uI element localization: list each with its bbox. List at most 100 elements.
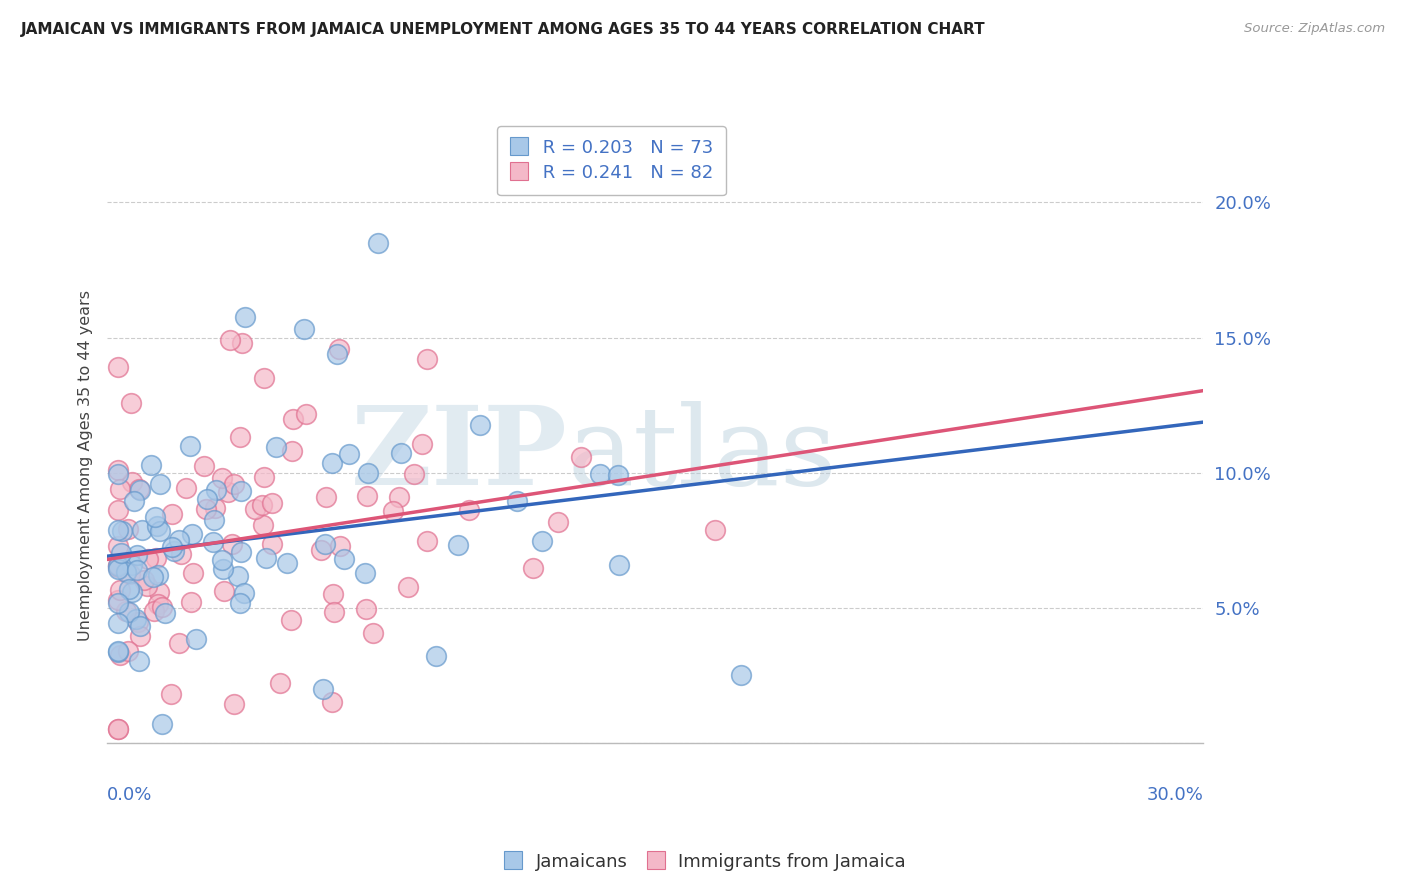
Point — [458, 503, 481, 517]
Point — [260, 537, 283, 551]
Point — [150, 599, 173, 614]
Point — [107, 597, 129, 611]
Point — [163, 544, 186, 558]
Point — [195, 502, 218, 516]
Point — [108, 648, 131, 663]
Point — [107, 467, 129, 482]
Point — [211, 471, 233, 485]
Point — [120, 396, 142, 410]
Point — [214, 584, 236, 599]
Point — [569, 450, 592, 465]
Point — [146, 519, 169, 533]
Point — [169, 636, 191, 650]
Point — [229, 596, 252, 610]
Point — [312, 681, 335, 696]
Point — [326, 347, 349, 361]
Point — [357, 467, 380, 481]
Point — [115, 565, 138, 579]
Point — [125, 549, 148, 563]
Point — [730, 668, 752, 682]
Point — [193, 458, 215, 473]
Point — [107, 562, 129, 576]
Point — [396, 580, 419, 594]
Point — [425, 649, 447, 664]
Point — [121, 475, 143, 489]
Point — [108, 582, 131, 597]
Point — [128, 654, 150, 668]
Point — [321, 456, 343, 470]
Point — [367, 235, 389, 250]
Point — [530, 533, 553, 548]
Text: ZIP: ZIP — [352, 401, 568, 508]
Point — [314, 537, 336, 551]
Point — [354, 566, 377, 580]
Point — [253, 371, 276, 385]
Point — [121, 558, 143, 572]
Point — [108, 482, 131, 496]
Point — [195, 492, 218, 507]
Point — [321, 695, 343, 709]
Point — [142, 570, 165, 584]
Point — [150, 716, 173, 731]
Text: JAMAICAN VS IMMIGRANTS FROM JAMAICA UNEMPLOYMENT AMONG AGES 35 TO 44 YEARS CORRE: JAMAICAN VS IMMIGRANTS FROM JAMAICA UNEM… — [21, 22, 986, 37]
Point — [125, 612, 148, 626]
Point — [354, 602, 377, 616]
Point — [107, 558, 129, 572]
Point — [149, 524, 172, 539]
Point — [281, 444, 304, 458]
Point — [229, 483, 252, 498]
Point — [153, 607, 176, 621]
Point — [252, 518, 274, 533]
Point — [180, 595, 202, 609]
Point — [136, 552, 159, 566]
Point — [704, 523, 727, 537]
Point — [107, 592, 129, 607]
Point — [229, 430, 252, 444]
Point — [231, 545, 253, 559]
Point — [160, 687, 183, 701]
Point — [522, 561, 544, 575]
Point — [128, 629, 150, 643]
Legend: Jamaicans, Immigrants from Jamaica: Jamaicans, Immigrants from Jamaica — [492, 846, 914, 879]
Point — [389, 446, 412, 460]
Point — [117, 522, 139, 536]
Point — [128, 482, 150, 496]
Text: atlas: atlas — [568, 401, 837, 508]
Point — [280, 613, 302, 627]
Point — [131, 523, 153, 537]
Point — [167, 533, 190, 547]
Point — [269, 676, 291, 690]
Point — [281, 412, 304, 426]
Point — [107, 463, 129, 477]
Point — [107, 523, 129, 537]
Point — [145, 550, 167, 565]
Point — [315, 491, 337, 505]
Point — [218, 333, 240, 347]
Point — [211, 552, 233, 566]
Text: 0.0%: 0.0% — [107, 786, 152, 805]
Point — [333, 552, 356, 566]
Point — [204, 501, 226, 516]
Point — [388, 491, 411, 505]
Point — [121, 585, 143, 599]
Point — [107, 723, 129, 737]
Point — [222, 476, 245, 491]
Point — [149, 476, 172, 491]
Point — [231, 335, 253, 350]
Point — [145, 510, 167, 524]
Point — [205, 483, 228, 498]
Point — [107, 644, 129, 658]
Point — [107, 645, 129, 659]
Point — [107, 616, 129, 631]
Point — [589, 467, 612, 481]
Point — [328, 343, 350, 357]
Point — [506, 493, 529, 508]
Point — [114, 604, 136, 618]
Point — [117, 644, 139, 658]
Point — [217, 484, 239, 499]
Point — [221, 537, 243, 551]
Point — [468, 418, 491, 433]
Point — [181, 526, 204, 541]
Point — [107, 560, 129, 574]
Point — [146, 567, 169, 582]
